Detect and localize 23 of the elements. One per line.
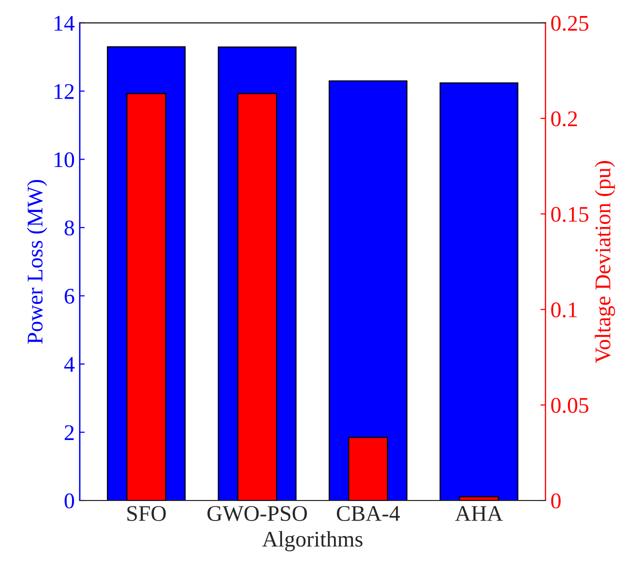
y-tick-label: 2 <box>64 425 74 440</box>
y2-tick-label: 0.25 <box>551 16 588 31</box>
y-tick-label: 12 <box>54 84 74 99</box>
y-tick-label: 14 <box>54 16 75 31</box>
x-tick-label: GWO-PSO <box>207 506 307 522</box>
y-tick-label: 4 <box>64 357 75 372</box>
y2-tick-label: 0 <box>551 493 561 508</box>
x-tick-label: AHA <box>455 506 503 521</box>
x-tick-label: SFO <box>127 506 166 521</box>
y2-tick-label: 0.15 <box>551 206 588 222</box>
y-tick-label: 8 <box>64 220 74 236</box>
y2-tick-label: 0.2 <box>551 111 577 126</box>
y-tick-label: 0 <box>64 493 74 508</box>
y2-tick-label: 0.1 <box>551 302 577 318</box>
x-axis-title: Algorithms <box>262 531 362 552</box>
y2-axis-title: Voltage Deviation (pu) <box>594 161 616 364</box>
y-axis-title: Power Loss (MW) <box>26 180 48 344</box>
y-tick-label: 6 <box>64 288 74 304</box>
y-tick-label: 10 <box>54 152 74 168</box>
bar <box>328 80 408 500</box>
y2-tick-label: 0.05 <box>551 398 588 413</box>
x-tick-label: CBA-4 <box>336 506 400 521</box>
bar <box>440 82 518 500</box>
